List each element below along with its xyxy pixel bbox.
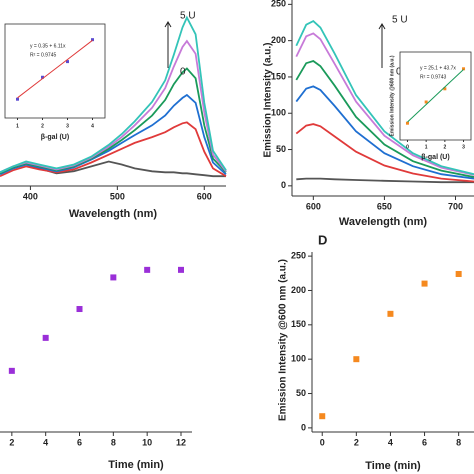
panel: 0 2 4 6 8 0 50 100 150 200 250 Time (min) Emission I… xyxy=(278,232,474,472)
data-point xyxy=(421,280,428,287)
y-tick-label: 0 xyxy=(281,180,286,190)
x-tick-label: 1 xyxy=(16,123,19,129)
x-tick-label: 700 xyxy=(448,201,463,211)
data-point xyxy=(110,274,117,281)
x-tick-label: 8 xyxy=(456,437,461,447)
series-line xyxy=(407,69,464,123)
data-point xyxy=(353,356,360,363)
data-point xyxy=(16,97,19,101)
series-line xyxy=(295,32,474,176)
data-point xyxy=(443,87,447,91)
x-tick-label: 2 xyxy=(9,437,14,447)
series-line xyxy=(0,93,227,176)
x-tick-label: 4 xyxy=(43,437,48,447)
y-tick-label: 200 xyxy=(291,285,306,295)
series-line xyxy=(295,123,474,183)
arrow-head xyxy=(378,23,386,30)
series-line xyxy=(295,20,474,176)
x-tick-label: 6 xyxy=(77,437,82,447)
x-axis-label: Wavelength (nm) xyxy=(339,216,428,228)
series-line xyxy=(296,177,474,184)
x-tick-label: 10 xyxy=(142,437,152,447)
data-point xyxy=(91,38,94,42)
y-tick-label: 150 xyxy=(271,71,286,81)
x-tick-label: 600 xyxy=(197,191,212,201)
x-tick-label: 0 xyxy=(406,144,409,150)
x-tick-label: 1 xyxy=(425,144,428,150)
panel: 1 2 3 4 β-gal (U) y = 0.35 + 6.11x R² = 0.9745 xyxy=(4,23,106,141)
data-point xyxy=(41,75,44,79)
x-axis-label: Wavelength (nm) xyxy=(69,208,158,220)
annotation: R² = 0.9743 xyxy=(420,74,446,80)
annotation: 0 xyxy=(396,67,402,78)
data-point xyxy=(8,367,15,374)
annotation: 5 U xyxy=(392,15,408,26)
x-tick-label: 8 xyxy=(111,437,116,447)
series-line xyxy=(17,39,93,99)
series-line xyxy=(295,85,474,180)
annotation: R² = 0.9745 xyxy=(30,52,56,58)
y-axis-label: Emission Intensity @600 nm (a.u.) xyxy=(278,259,289,421)
data-point xyxy=(76,306,83,313)
annotation: 5 U xyxy=(180,11,196,22)
x-tick-label: 0 xyxy=(320,437,325,447)
panel-label: D xyxy=(318,232,327,247)
x-tick-label: 600 xyxy=(306,201,321,211)
x-tick-label: 4 xyxy=(91,123,94,129)
y-tick-label: 250 xyxy=(291,250,306,260)
x-axis-label: Time (min) xyxy=(108,459,164,471)
panel: 400 500 600 Wavelength (nm) 5 U 0 xyxy=(0,11,227,220)
data-point xyxy=(405,121,409,125)
y-tick-label: 0 xyxy=(301,422,306,432)
data-point xyxy=(455,270,462,277)
data-point xyxy=(387,310,394,317)
y-tick-label: 150 xyxy=(291,319,306,329)
data-point xyxy=(178,266,185,273)
data-point xyxy=(424,100,428,104)
x-tick-label: 500 xyxy=(110,191,125,201)
y-axis-label: Emission Intensity (a.u.) xyxy=(263,42,274,157)
series-line xyxy=(0,160,226,178)
data-point xyxy=(66,60,69,64)
y-tick-label: 50 xyxy=(276,144,286,154)
x-axis-label: β-gal (U) xyxy=(41,134,69,141)
annotation: y = 0.35 + 6.11x xyxy=(30,43,66,49)
x-axis-label: β-gal (U) xyxy=(421,154,449,161)
x-axis-label: Time (min) xyxy=(365,460,421,472)
annotation: 0 xyxy=(180,67,186,78)
series-line xyxy=(0,121,227,178)
y-tick-label: 250 xyxy=(271,0,286,9)
annotation: y = 25.1 + 43.7x xyxy=(420,65,456,71)
x-tick-label: 12 xyxy=(176,437,186,447)
x-tick-label: 4 xyxy=(388,437,393,447)
x-tick-label: 2 xyxy=(41,123,44,129)
series-line xyxy=(0,15,227,174)
x-tick-label: 3 xyxy=(462,144,465,150)
data-point xyxy=(319,413,326,420)
y-tick-label: 100 xyxy=(271,108,286,118)
data-point xyxy=(144,266,151,273)
panel: 0 1 2 3 β-gal (U) Emission Intensity @600 nm … xyxy=(389,51,472,161)
data-point xyxy=(42,334,49,341)
y-axis-label: Emission Intensity @600 nm (a.u.) xyxy=(389,55,395,136)
arrow-head xyxy=(164,21,172,28)
series-line xyxy=(295,60,474,178)
inset-frame xyxy=(4,23,106,119)
series-line xyxy=(0,67,227,175)
y-tick-label: 50 xyxy=(296,388,306,398)
data-point xyxy=(462,67,466,71)
x-tick-label: 6 xyxy=(422,437,427,447)
x-tick-label: 3 xyxy=(66,123,69,129)
x-tick-label: 2 xyxy=(443,144,446,150)
y-tick-label: 200 xyxy=(271,35,286,45)
x-tick-label: 2 xyxy=(354,437,359,447)
panel: 2 4 6 8 10 12 Time (min) xyxy=(0,266,192,471)
y-tick-label: 100 xyxy=(291,354,306,364)
x-tick-label: 650 xyxy=(377,201,392,211)
x-tick-label: 400 xyxy=(23,191,38,201)
